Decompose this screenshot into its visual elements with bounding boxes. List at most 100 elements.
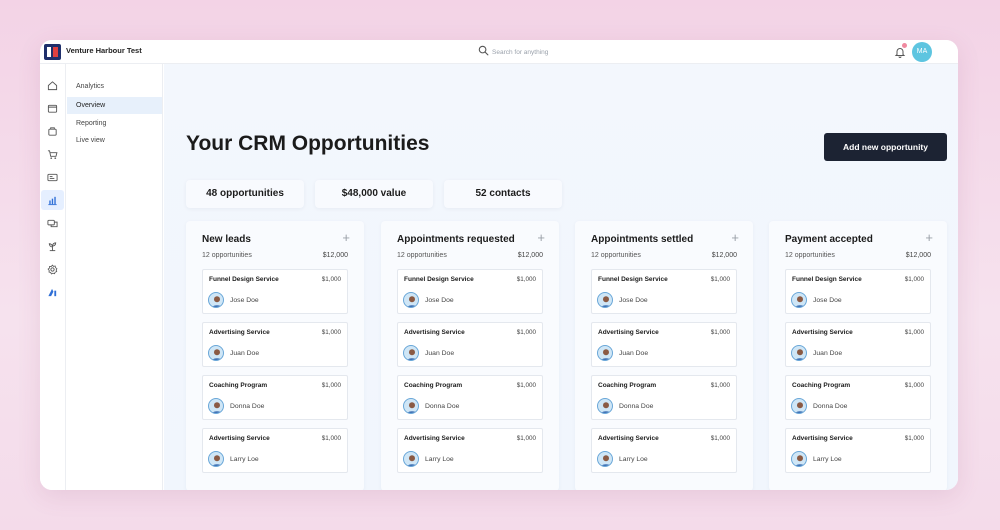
rail-home[interactable] — [41, 75, 64, 95]
page-title: Your CRM Opportunities — [186, 132, 430, 155]
plus-icon[interactable]: + — [537, 230, 545, 245]
column-total: $12,000 — [711, 252, 737, 259]
rail-cart[interactable] — [41, 144, 64, 164]
person-name: Donna Doe — [813, 403, 848, 410]
person-avatar — [791, 345, 807, 361]
person-avatar — [403, 451, 419, 467]
card-amount: $1,000 — [321, 435, 341, 442]
subnav-item-reporting[interactable]: Reporting — [76, 120, 107, 127]
rail-analytics[interactable] — [41, 190, 64, 210]
gear-icon — [47, 263, 58, 274]
pipeline-column-new-leads: New leads + 12 opportunities $12,000 Fun… — [186, 221, 364, 490]
card-amount: $1,000 — [904, 329, 924, 336]
opportunity-card[interactable]: Coaching Program $1,000 Donna Doe — [785, 375, 931, 420]
sub-navigation: Analytics Overview Reporting Live view — [67, 64, 163, 490]
search-bar[interactable] — [478, 45, 638, 59]
card-amount: $1,000 — [321, 329, 341, 336]
card-title: Funnel Design Service — [792, 276, 862, 283]
card-icon — [47, 173, 58, 181]
opportunity-card[interactable]: Funnel Design Service $1,000 Jose Doe — [591, 269, 737, 314]
icon-rail — [40, 64, 66, 490]
column-total: $12,000 — [517, 252, 543, 259]
opportunity-card[interactable]: Coaching Program $1,000 Donna Doe — [397, 375, 543, 420]
subnav-item-analytics[interactable]: Analytics — [76, 83, 105, 90]
plus-icon[interactable]: + — [925, 230, 933, 245]
opportunity-card[interactable]: Advertising Service $1,000 Juan Doe — [202, 322, 348, 367]
opportunity-card[interactable]: Funnel Design Service $1,000 Jose Doe — [785, 269, 931, 314]
card-title: Coaching Program — [792, 382, 851, 389]
subnav-item-overview[interactable]: Overview — [67, 97, 162, 114]
opportunity-card[interactable]: Advertising Service $1,000 Juan Doe — [785, 322, 931, 367]
card-amount: $1,000 — [710, 382, 730, 389]
opportunity-card[interactable]: Advertising Service $1,000 Larry Loe — [202, 428, 348, 473]
card-amount: $1,000 — [516, 382, 536, 389]
add-opportunity-button[interactable]: Add new opportunity — [824, 133, 947, 161]
person-avatar — [208, 398, 224, 414]
search-input[interactable] — [492, 46, 632, 58]
column-count: 12 opportunities — [785, 252, 835, 259]
rail-box[interactable] — [41, 121, 64, 141]
user-avatar[interactable]: MA — [912, 42, 932, 62]
person-name: Jose Doe — [230, 297, 259, 304]
card-amount: $1,000 — [904, 435, 924, 442]
person-name: Donna Doe — [230, 403, 265, 410]
rail-card[interactable] — [41, 167, 64, 187]
opportunity-card[interactable]: Funnel Design Service $1,000 Jose Doe — [397, 269, 543, 314]
person-avatar — [208, 345, 224, 361]
brand-icon — [48, 288, 57, 296]
subnav-item-live-view[interactable]: Live view — [76, 137, 105, 144]
column-title: Payment accepted — [785, 234, 873, 245]
card-amount: $1,000 — [710, 276, 730, 283]
column-title: New leads — [202, 234, 251, 245]
plus-icon[interactable]: + — [731, 230, 739, 245]
person-name: Juan Doe — [230, 350, 260, 357]
rail-brand[interactable] — [41, 282, 64, 302]
column-title: Appointments settled — [591, 234, 694, 245]
person-name: Jose Doe — [813, 297, 842, 304]
opportunity-card[interactable]: Advertising Service $1,000 Larry Loe — [785, 428, 931, 473]
opportunity-card[interactable]: Advertising Service $1,000 Larry Loe — [397, 428, 543, 473]
rail-chat[interactable] — [41, 213, 64, 233]
person-avatar — [208, 292, 224, 308]
card-title: Advertising Service — [792, 329, 853, 336]
pipeline-column-appointments-requested: Appointments requested + 12 opportunitie… — [381, 221, 559, 490]
card-title: Advertising Service — [404, 435, 465, 442]
person-avatar — [791, 451, 807, 467]
card-title: Advertising Service — [209, 329, 270, 336]
card-amount: $1,000 — [904, 276, 924, 283]
card-amount: $1,000 — [710, 329, 730, 336]
opportunity-card[interactable]: Advertising Service $1,000 Juan Doe — [591, 322, 737, 367]
column-count: 12 opportunities — [202, 252, 252, 259]
card-amount: $1,000 — [516, 435, 536, 442]
stat-contacts: 52 contacts — [444, 180, 562, 208]
person-avatar — [791, 398, 807, 414]
stat-value: $48,000 value — [315, 180, 433, 208]
box-icon — [48, 126, 57, 136]
rail-folder[interactable] — [41, 98, 64, 118]
app-title: Venture Harbour Test — [66, 46, 142, 55]
chat-icon — [47, 219, 58, 227]
rail-plant[interactable] — [41, 236, 64, 256]
opportunity-card[interactable]: Funnel Design Service $1,000 Jose Doe — [202, 269, 348, 314]
cart-icon — [47, 149, 58, 159]
pipeline-column-appointments-settled: Appointments settled + 12 opportunities … — [575, 221, 753, 490]
column-title: Appointments requested — [397, 234, 515, 245]
card-amount: $1,000 — [321, 382, 341, 389]
person-avatar — [403, 398, 419, 414]
opportunity-card[interactable]: Advertising Service $1,000 Larry Loe — [591, 428, 737, 473]
opportunity-card[interactable]: Coaching Program $1,000 Donna Doe — [202, 375, 348, 420]
person-avatar — [597, 451, 613, 467]
opportunity-card[interactable]: Coaching Program $1,000 Donna Doe — [591, 375, 737, 420]
rail-settings[interactable] — [41, 259, 64, 279]
card-amount: $1,000 — [904, 382, 924, 389]
stat-opportunities: 48 opportunities — [186, 180, 304, 208]
bell-icon[interactable] — [894, 46, 906, 58]
opportunity-card[interactable]: Advertising Service $1,000 Juan Doe — [397, 322, 543, 367]
card-title: Advertising Service — [404, 329, 465, 336]
plus-icon[interactable]: + — [342, 230, 350, 245]
person-name: Donna Doe — [619, 403, 654, 410]
person-avatar — [597, 398, 613, 414]
app-window: Venture Harbour Test MA — [40, 40, 958, 490]
card-title: Funnel Design Service — [404, 276, 474, 283]
person-avatar — [791, 292, 807, 308]
